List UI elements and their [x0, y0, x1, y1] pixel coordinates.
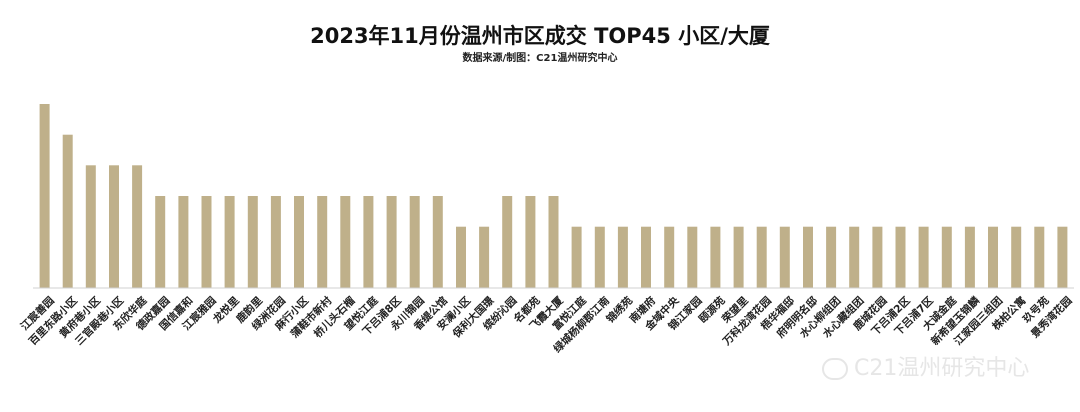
bar-40: [941, 226, 952, 288]
watermark: C21温州研究中心: [822, 350, 1029, 382]
bar-16: [386, 196, 397, 288]
wechat-icon: [822, 358, 848, 380]
bar-1: [39, 104, 50, 288]
bar-8: [201, 196, 212, 288]
bar-14: [340, 196, 351, 288]
bar-42: [988, 226, 998, 288]
bar-6: [155, 196, 166, 288]
bar-12: [294, 196, 304, 288]
bar-34: [803, 226, 813, 288]
bar-23: [548, 196, 559, 288]
bar-7: [178, 196, 189, 288]
bar-30: [710, 226, 721, 288]
bars-group: [39, 104, 1068, 288]
bar-18: [432, 196, 443, 288]
bar-26: [617, 226, 628, 288]
bar-17: [409, 196, 420, 288]
bar-32: [756, 226, 767, 288]
bar-44: [1034, 226, 1045, 288]
bar-27: [641, 226, 651, 288]
bar-35: [826, 226, 837, 288]
bar-19: [456, 226, 466, 288]
bar-9: [224, 196, 235, 288]
bar-37: [872, 226, 883, 288]
bar-13: [317, 196, 328, 288]
bar-41: [964, 226, 975, 288]
bar-28: [664, 226, 675, 288]
bar-15: [363, 196, 374, 288]
chart-subtitle: 数据来源/制图：C21温州研究中心: [462, 53, 618, 64]
bar-21: [502, 196, 513, 288]
bar-43: [1011, 226, 1022, 288]
bar-3: [85, 165, 96, 288]
bar-39: [918, 226, 929, 288]
watermark-text: C21温州研究中心: [854, 356, 1030, 381]
bar-38: [895, 226, 906, 288]
bar-33: [779, 226, 790, 288]
category-labels-group: 江宸善园百里东路小区黄府巷小区三官殿巷小区东欣华庭德政嘉园国信嘉和江宸雅园龙悦里…: [18, 294, 1075, 356]
bar-45: [1057, 226, 1068, 288]
bar-24: [571, 226, 582, 288]
bar-31: [733, 226, 744, 288]
bar-10: [247, 196, 258, 288]
bar-25: [594, 226, 605, 288]
bar-2: [62, 134, 73, 288]
bar-5: [132, 165, 143, 288]
bar-4: [109, 165, 119, 288]
bar-11: [270, 196, 281, 288]
bar-22: [525, 196, 536, 288]
chart-title: 2023年11月份温州市区成交 TOP45 小区/大厦: [310, 24, 770, 48]
bar-29: [687, 226, 698, 288]
bar-20: [479, 226, 490, 288]
bar-36: [849, 226, 860, 288]
